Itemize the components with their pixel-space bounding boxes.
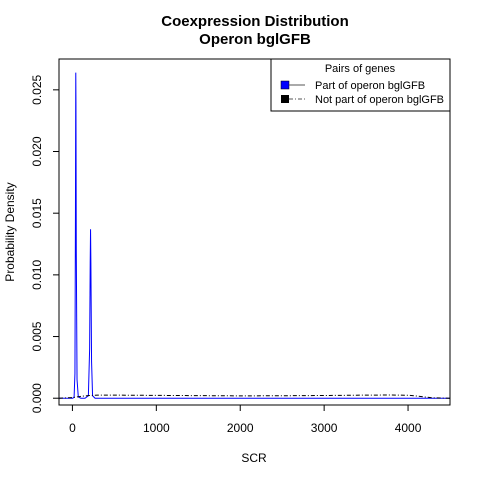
y-tick-label: 0.015	[30, 198, 44, 228]
x-tick-label: 4000	[395, 421, 422, 435]
series-line-0	[59, 72, 450, 399]
legend: Pairs of genes Part of operon bglGFB Not…	[270, 58, 451, 112]
y-axis: 0.000 0.005 0.010 0.015 0.020 0.025	[30, 74, 59, 413]
legend-label-not-part-of-operon: Not part of operon bglGFB	[315, 94, 444, 106]
legend-swatch-part-of-operon	[280, 80, 290, 90]
y-tick-label: 0.000	[30, 383, 44, 413]
y-tick-label: 0.010	[30, 260, 44, 290]
plot-area	[58, 72, 451, 399]
y-tick-label: 0.020	[30, 136, 44, 166]
legend-swatch-not-part-of-operon	[281, 95, 289, 103]
legend-title: Pairs of genes	[325, 63, 396, 75]
series-line-1	[58, 394, 451, 399]
x-axis: 0 1000 2000 3000 4000	[69, 405, 422, 435]
y-tick-label: 0.005	[30, 321, 44, 351]
x-tick-label: 1000	[143, 421, 170, 435]
x-axis-label: SCR	[241, 451, 267, 465]
y-tick-label: 0.025	[30, 74, 44, 104]
x-tick-label: 0	[69, 421, 76, 435]
x-tick-label: 2000	[227, 421, 254, 435]
chart-subtitle: Operon bglGFB	[199, 31, 311, 48]
legend-label-part-of-operon: Part of operon bglGFB	[315, 80, 425, 92]
x-tick-label: 3000	[311, 421, 338, 435]
plot-box	[58, 58, 451, 406]
chart-title: Coexpression Distribution	[161, 13, 349, 30]
y-axis-label: Probability Density	[3, 182, 17, 281]
